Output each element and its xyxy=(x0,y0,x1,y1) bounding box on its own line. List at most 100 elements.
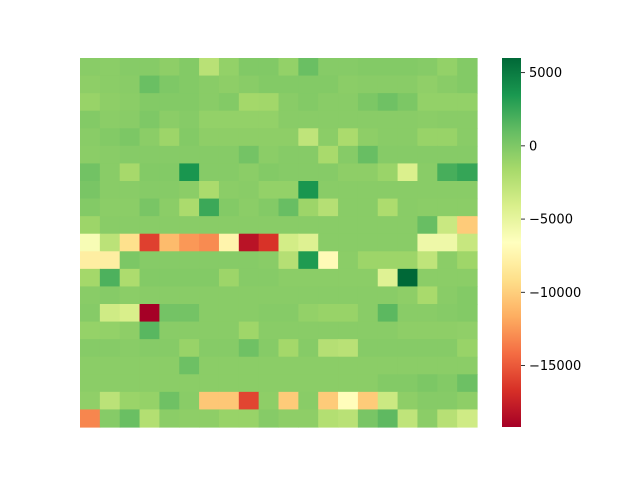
colorbar-tick-label: 5000 xyxy=(529,66,562,81)
heatmap-cell xyxy=(278,268,299,288)
heatmap-cell xyxy=(278,321,299,340)
heatmap-cell xyxy=(338,391,359,411)
heatmap-cell xyxy=(258,251,280,270)
heatmap-cell xyxy=(278,58,299,77)
heatmap-cell xyxy=(139,181,160,200)
heatmap-cell xyxy=(159,409,180,428)
heatmap-cell xyxy=(377,374,399,393)
heatmap-cell xyxy=(377,163,399,182)
heatmap-cell xyxy=(437,163,458,182)
heatmap-cell xyxy=(218,163,240,182)
heatmap-cell xyxy=(218,181,240,200)
heatmap-cell xyxy=(218,75,240,94)
heatmap-cell xyxy=(139,304,160,323)
heatmap-cell xyxy=(199,181,220,200)
heatmap-cell xyxy=(99,304,121,323)
heatmap-cell xyxy=(437,356,458,375)
heatmap-cell xyxy=(457,391,478,411)
heatmap-cell xyxy=(159,216,180,235)
heatmap-cell xyxy=(298,233,319,252)
heatmap-cell xyxy=(159,145,180,165)
heatmap-cell xyxy=(99,75,121,94)
heatmap-cell xyxy=(377,58,399,77)
heatmap-cell xyxy=(338,268,359,288)
heatmap-cell xyxy=(139,58,160,77)
heatmap-cell xyxy=(218,409,240,428)
heatmap-cell xyxy=(417,93,438,112)
heatmap-cell xyxy=(238,356,260,375)
heatmap-cell xyxy=(437,286,458,305)
heatmap-cell xyxy=(159,198,180,217)
heatmap-cell xyxy=(80,374,101,393)
heatmap-cell xyxy=(318,409,339,428)
heatmap-cell xyxy=(258,321,280,340)
heatmap-cell xyxy=(80,58,101,77)
heatmap-cell xyxy=(318,198,339,217)
heatmap-cell xyxy=(417,409,438,428)
heatmap-cell xyxy=(437,374,458,393)
heatmap-cell xyxy=(417,198,438,217)
heatmap-cell xyxy=(119,409,141,428)
heatmap-cell xyxy=(139,321,160,340)
heatmap-cell xyxy=(417,58,438,77)
heatmap-cell xyxy=(457,198,478,217)
heatmap-cell xyxy=(258,304,280,323)
heatmap-cell xyxy=(218,233,240,252)
heatmap-cell xyxy=(397,110,419,129)
heatmap-cell xyxy=(238,339,260,358)
heatmap-cell xyxy=(377,93,399,112)
heatmap-cell xyxy=(278,409,299,428)
heatmap-cell xyxy=(179,409,200,428)
heatmap-cell xyxy=(298,374,319,393)
heatmap-cell xyxy=(179,286,200,305)
heatmap-cell xyxy=(457,58,478,77)
heatmap-cell xyxy=(80,145,101,165)
heatmap-cell xyxy=(179,110,200,129)
heatmap-cell xyxy=(417,321,438,340)
heatmap-cell xyxy=(318,374,339,393)
heatmap-cell xyxy=(80,391,101,411)
heatmap-cell xyxy=(199,145,220,165)
heatmap-cell xyxy=(377,110,399,129)
heatmap-cell xyxy=(139,374,160,393)
heatmap-cell xyxy=(318,128,339,147)
heatmap-cell xyxy=(397,251,419,270)
heatmap-cell xyxy=(397,286,419,305)
heatmap-cell xyxy=(119,75,141,94)
heatmap-cell xyxy=(139,110,160,129)
heatmap-cell xyxy=(417,233,438,252)
heatmap-cell xyxy=(397,163,419,182)
heatmap-cell xyxy=(238,321,260,340)
heatmap-cell xyxy=(199,286,220,305)
heatmap-cell xyxy=(437,128,458,147)
heatmap-cell xyxy=(397,304,419,323)
heatmap-cell xyxy=(298,409,319,428)
heatmap-cell xyxy=(298,216,319,235)
heatmap-cell xyxy=(338,321,359,340)
heatmap-cell xyxy=(119,216,141,235)
heatmap-cell xyxy=(338,145,359,165)
heatmap-cell xyxy=(377,286,399,305)
heatmap-cell xyxy=(139,75,160,94)
heatmap-cell xyxy=(119,268,141,288)
heatmap-cell xyxy=(139,216,160,235)
heatmap-cell xyxy=(437,233,458,252)
heatmap-cell xyxy=(318,251,339,270)
heatmap-cell xyxy=(218,391,240,411)
heatmap-cell xyxy=(437,321,458,340)
heatmap-cell xyxy=(179,321,200,340)
heatmap-cell xyxy=(119,374,141,393)
heatmap-cell xyxy=(357,286,379,305)
heatmap-cell xyxy=(199,58,220,77)
heatmap-cell xyxy=(80,321,101,340)
heatmap-cell xyxy=(258,409,280,428)
heatmap-cell xyxy=(457,110,478,129)
heatmap-cell xyxy=(179,356,200,375)
heatmap-cell xyxy=(179,128,200,147)
heatmap-cell xyxy=(298,304,319,323)
heatmap-cell xyxy=(199,409,220,428)
heatmap-cell xyxy=(80,339,101,358)
heatmap-cell xyxy=(99,163,121,182)
heatmap-cell xyxy=(298,58,319,77)
heatmap-cell xyxy=(238,233,260,252)
